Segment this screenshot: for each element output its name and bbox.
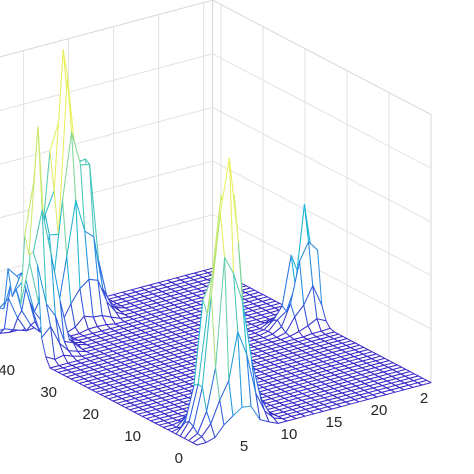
grid-line <box>0 53 432 169</box>
x-tick-label: 10 <box>281 426 298 443</box>
y-tick-label: 0 <box>175 450 183 467</box>
y-tick-label: 20 <box>82 406 99 423</box>
x-tick-label: 20 <box>371 402 388 419</box>
x-tick-label: 15 <box>326 414 343 431</box>
x-tick-label: 2 <box>420 390 428 407</box>
surface-mesh <box>0 49 432 446</box>
tick-labels: 5101520201020304050 <box>0 362 428 467</box>
x-tick-label: 5 <box>240 438 248 455</box>
y-tick-label: 40 <box>0 362 15 379</box>
y-tick-label: 30 <box>40 384 57 401</box>
mesh-cell <box>417 379 432 386</box>
y-tick-label: 10 <box>124 428 141 445</box>
